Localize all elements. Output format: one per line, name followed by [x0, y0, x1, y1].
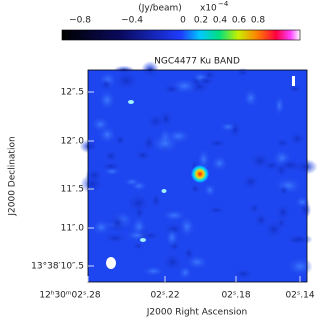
- x-tick-label: 02ˢ.18: [221, 291, 250, 301]
- noise: [107, 212, 128, 235]
- y-tick-label: 12″.0: [61, 137, 85, 147]
- noise: [287, 257, 313, 276]
- noise: [197, 76, 216, 87]
- noise: [263, 218, 284, 240]
- colorbar-scale: x10: [200, 4, 217, 14]
- noise: [123, 177, 140, 187]
- noise: [277, 158, 304, 173]
- noise: [114, 133, 127, 147]
- noise: [161, 251, 184, 273]
- noise: [274, 203, 292, 222]
- noise: [219, 122, 237, 132]
- noise: [98, 161, 123, 171]
- noise: [161, 83, 181, 95]
- noise: [295, 196, 310, 208]
- noise: [247, 202, 261, 214]
- colorbar-exponent: −4: [218, 0, 229, 8]
- colorbar-tick-label: −0.8: [69, 16, 91, 26]
- noise: [189, 183, 202, 195]
- noise: [235, 67, 251, 78]
- noise: [248, 151, 272, 171]
- colorbar-tick-label: 0.4: [213, 16, 228, 26]
- noise: [125, 192, 152, 214]
- noise: [206, 138, 228, 148]
- colorbar: [61, 29, 301, 41]
- noise: [85, 167, 104, 184]
- x-tick-label: 12ʰ30ᵐ02ˢ.28: [39, 291, 101, 301]
- x-tick-label: 02ˢ.14: [285, 291, 314, 301]
- noise: [241, 173, 261, 191]
- title: NGC4477 Ku BAND: [154, 57, 240, 67]
- noise: [182, 246, 195, 262]
- colorbar-tick-label: −0.4: [121, 16, 143, 26]
- noise: [232, 267, 254, 281]
- noise: [150, 192, 162, 209]
- noise: [243, 88, 259, 108]
- noise: [102, 232, 129, 245]
- noise: [286, 233, 313, 245]
- noise: [178, 265, 192, 280]
- colorbar-tick-label: 0.2: [194, 16, 208, 26]
- colorbar-tick-label: 0.6: [232, 16, 247, 26]
- noise: [162, 209, 186, 222]
- noise: [103, 149, 118, 163]
- noise: [197, 149, 210, 170]
- noise: [211, 155, 228, 171]
- image: [79, 60, 318, 282]
- noise: [131, 241, 145, 251]
- colorbar-label: (Jy/beam): [138, 4, 182, 14]
- noise: [113, 69, 141, 92]
- x-axis-label: J2000 Right Ascension: [146, 308, 247, 318]
- noise: [253, 211, 269, 229]
- noise: [90, 116, 110, 133]
- noise: [143, 266, 164, 277]
- y-axis-label: J2000 Declination: [8, 136, 18, 216]
- y-tick-label: 11″.0: [61, 224, 85, 234]
- noise: [145, 113, 166, 130]
- colorbar-tick-label: 0: [180, 16, 186, 26]
- noise: [203, 183, 216, 197]
- frame: [87, 69, 308, 283]
- noise: [99, 78, 113, 91]
- x-tick-label: 02ˢ.22: [150, 291, 179, 301]
- noise: [207, 205, 226, 215]
- noise: [165, 129, 191, 144]
- noise: [165, 228, 179, 248]
- colorbar-tick-label: 0.8: [251, 16, 266, 26]
- noise: [275, 137, 290, 149]
- y-tick-label: 11″.5: [61, 185, 84, 195]
- y-tick-label: 13°38′10″.5: [31, 262, 84, 272]
- noise: [278, 185, 290, 196]
- y-tick-label: 12″.5: [61, 88, 84, 98]
- noise: [79, 139, 100, 154]
- noise: [286, 84, 303, 94]
- noise: [288, 131, 307, 147]
- noise: [274, 95, 285, 116]
- noise: [98, 89, 116, 111]
